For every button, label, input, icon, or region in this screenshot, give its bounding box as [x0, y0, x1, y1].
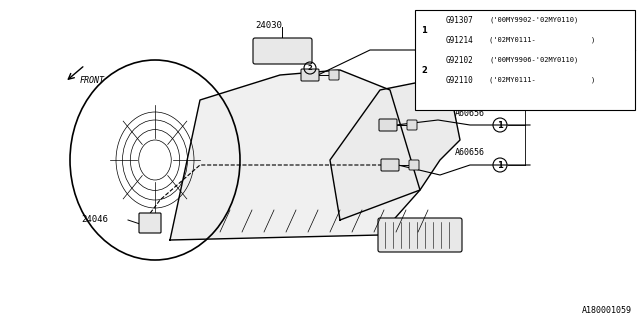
Text: 1: 1 — [421, 26, 427, 35]
Text: FRONT: FRONT — [80, 76, 105, 84]
FancyBboxPatch shape — [379, 119, 397, 131]
FancyBboxPatch shape — [378, 218, 462, 252]
Text: A60656: A60656 — [455, 37, 485, 46]
Text: G92110: G92110 — [445, 76, 473, 84]
Text: 1: 1 — [497, 45, 503, 54]
FancyBboxPatch shape — [139, 213, 161, 233]
Text: A180001059: A180001059 — [582, 306, 632, 315]
FancyBboxPatch shape — [381, 159, 399, 171]
Text: ('00MY9902-'02MY0110): ('00MY9902-'02MY0110) — [489, 17, 579, 23]
FancyBboxPatch shape — [415, 10, 635, 110]
Text: ('02MY0111-             ): ('02MY0111- ) — [489, 37, 595, 43]
FancyBboxPatch shape — [253, 38, 312, 64]
Text: 1: 1 — [497, 121, 503, 130]
Text: ('00MY9906-'02MY0110): ('00MY9906-'02MY0110) — [489, 57, 579, 63]
FancyBboxPatch shape — [407, 120, 417, 130]
Text: 1: 1 — [497, 161, 503, 170]
Text: G91214: G91214 — [445, 36, 473, 44]
Polygon shape — [330, 80, 460, 220]
Text: 2: 2 — [308, 65, 312, 71]
Text: 24046: 24046 — [81, 215, 108, 225]
Text: G92102: G92102 — [445, 55, 473, 65]
FancyBboxPatch shape — [409, 160, 419, 170]
Text: A60656: A60656 — [455, 148, 485, 156]
Text: A60656: A60656 — [455, 108, 485, 117]
Text: 24030: 24030 — [255, 20, 282, 29]
Text: 2: 2 — [421, 66, 427, 75]
FancyBboxPatch shape — [329, 70, 339, 80]
FancyBboxPatch shape — [301, 69, 319, 81]
Polygon shape — [170, 70, 420, 240]
Text: G91307: G91307 — [445, 15, 473, 25]
Text: ('02MY0111-             ): ('02MY0111- ) — [489, 77, 595, 83]
